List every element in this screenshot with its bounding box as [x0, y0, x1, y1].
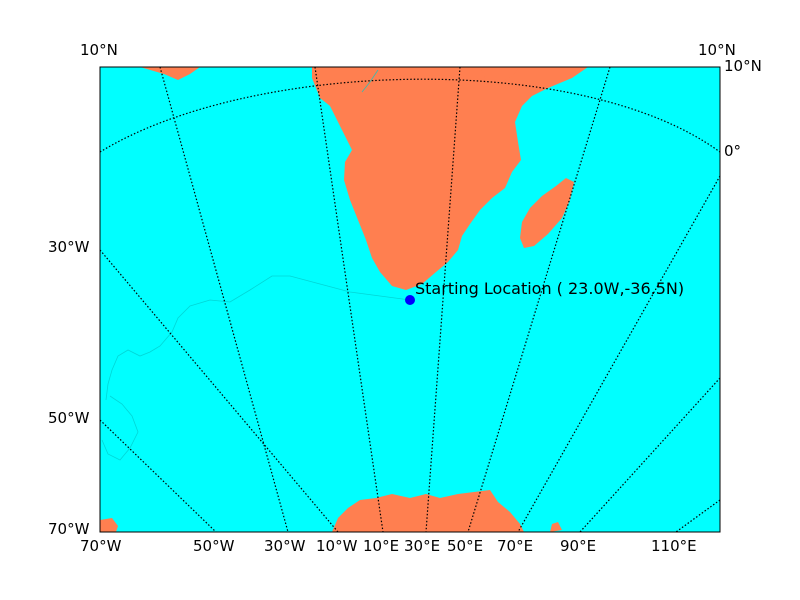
south-america-landmass	[140, 67, 200, 80]
drift-track-north	[361, 69, 379, 93]
meridian-line	[314, 67, 384, 532]
bottom-lon-label: 10°W	[316, 537, 358, 555]
left-lon-label-50w: 50°W	[48, 409, 90, 427]
meridian-line	[425, 67, 461, 532]
bottom-lon-label: 10°E	[363, 537, 400, 555]
left-lon-label-30w: 30°W	[48, 238, 90, 256]
bottom-lon-label: 90°E	[560, 537, 597, 555]
left-lon-label-70w: 70°W	[48, 520, 90, 538]
bottom-lon-label: 30°E	[404, 537, 441, 555]
bottom-lon-label: 30°W	[264, 537, 306, 555]
drift-track-branch	[101, 395, 139, 461]
bottom-lon-label: 110°E	[651, 537, 697, 555]
meridian-line	[467, 67, 611, 532]
top-right-lat-label: 10°N	[698, 41, 736, 59]
bottom-lon-label: 50°W	[193, 537, 235, 555]
starting-location-marker[interactable]	[405, 295, 415, 305]
antarctica-islet	[550, 522, 562, 532]
bottom-lon-label: 70°E	[497, 537, 534, 555]
africa-landmass	[312, 67, 588, 290]
horn-landmass	[480, 67, 520, 84]
meridian-line	[100, 419, 217, 532]
right-lat-label-10n: 10°N	[724, 57, 762, 75]
bottom-lon-label: 70°W	[80, 537, 122, 555]
starting-location-label: Starting Location ( 23.0W,-36.5N)	[415, 279, 685, 298]
antarctica-left-edge	[100, 518, 118, 532]
bottom-lon-label: 50°E	[447, 537, 484, 555]
madagascar-landmass	[520, 178, 574, 248]
drift-track	[105, 275, 411, 401]
top-left-lat-label: 10°N	[80, 41, 118, 59]
map-frame	[99, 66, 721, 533]
right-lat-label-0: 0°	[724, 142, 742, 160]
